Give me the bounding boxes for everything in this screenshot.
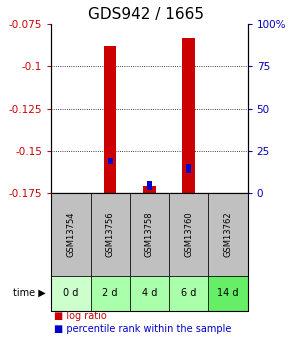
Bar: [108, 158, 113, 165]
Text: GDS942 / 1665: GDS942 / 1665: [88, 7, 205, 22]
Text: 14 d: 14 d: [217, 288, 239, 298]
Bar: [147, 181, 152, 190]
Text: 6 d: 6 d: [181, 288, 196, 298]
Text: 2 d: 2 d: [103, 288, 118, 298]
Text: GSM13756: GSM13756: [106, 212, 115, 257]
Text: GSM13760: GSM13760: [184, 212, 193, 257]
Text: 4 d: 4 d: [142, 288, 157, 298]
Text: GSM13754: GSM13754: [67, 212, 75, 257]
Text: 0 d: 0 d: [63, 288, 79, 298]
Text: ■ log ratio: ■ log ratio: [54, 311, 107, 321]
Bar: [186, 165, 191, 173]
Bar: [104, 46, 116, 193]
Text: GSM13758: GSM13758: [145, 212, 154, 257]
Text: ■ percentile rank within the sample: ■ percentile rank within the sample: [54, 325, 231, 334]
Text: time ▶: time ▶: [13, 288, 45, 298]
Bar: [143, 186, 156, 193]
Bar: [183, 38, 195, 193]
Text: GSM13762: GSM13762: [224, 212, 232, 257]
